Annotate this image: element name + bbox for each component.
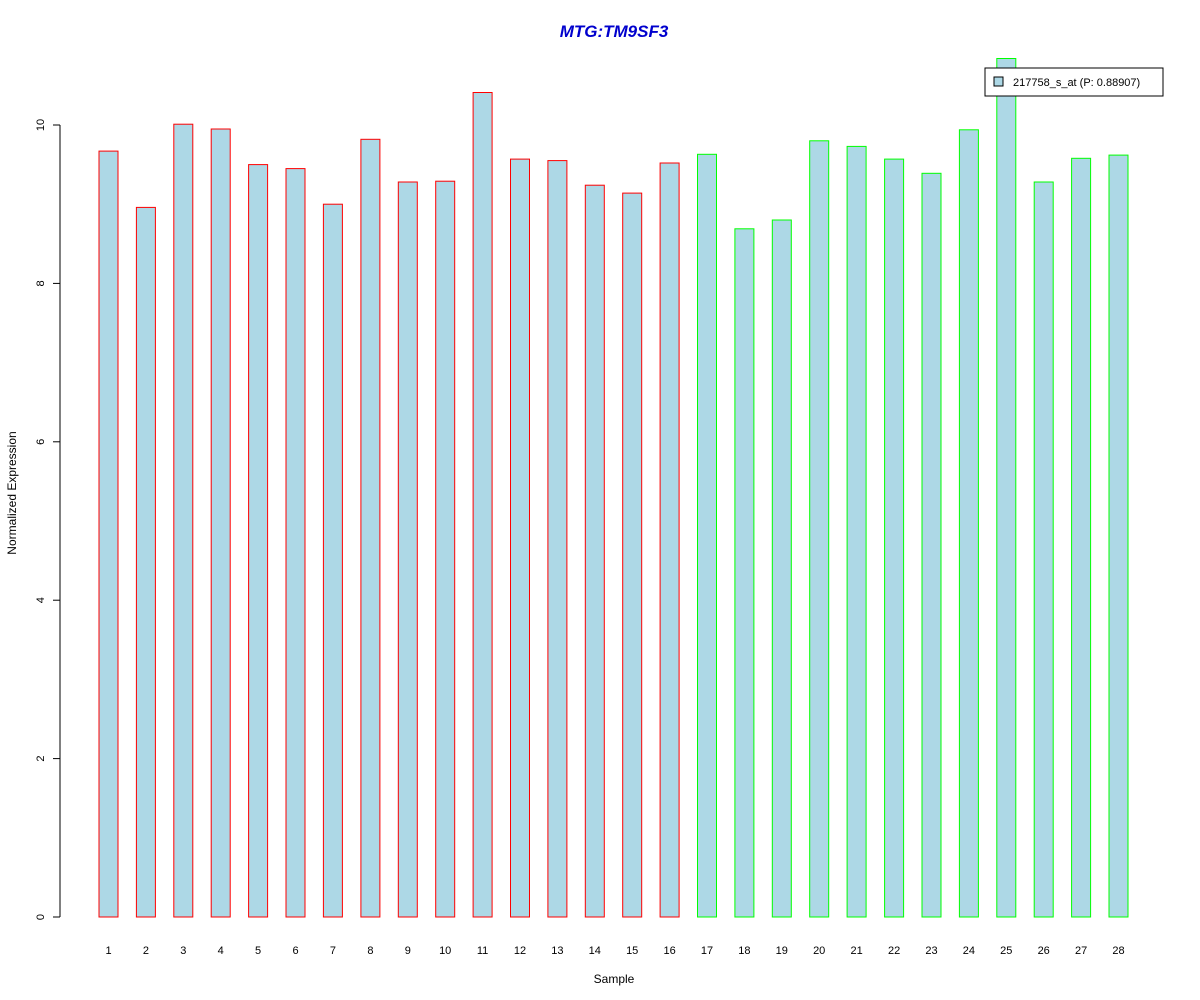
bar-sample-4 bbox=[210, 128, 231, 918]
legend-swatch bbox=[993, 76, 1004, 87]
bar-sample-17 bbox=[697, 153, 717, 918]
y-tick-label: 6 bbox=[35, 439, 47, 445]
x-tick-label: 22 bbox=[888, 945, 900, 957]
bar-sample-19 bbox=[771, 219, 792, 918]
x-tick-label: 6 bbox=[292, 945, 298, 957]
x-tick-label: 23 bbox=[925, 945, 937, 957]
x-tick-label: 28 bbox=[1112, 945, 1124, 957]
x-tick-label: 4 bbox=[218, 945, 224, 957]
bar-sample-22 bbox=[884, 158, 905, 918]
bar-sample-7 bbox=[322, 203, 343, 918]
bar-sample-13 bbox=[547, 160, 568, 918]
bar-sample-18 bbox=[734, 228, 755, 918]
y-axis: 0 2 4 6 8 10 bbox=[35, 119, 61, 920]
bar-sample-2 bbox=[135, 206, 156, 918]
bar-sample-16 bbox=[659, 162, 680, 918]
bar-sample-23 bbox=[921, 172, 942, 918]
y-tick-label: 8 bbox=[35, 280, 47, 286]
bar-sample-3 bbox=[173, 123, 194, 918]
bar-sample-12 bbox=[510, 158, 530, 918]
bar-sample-28 bbox=[1108, 154, 1129, 918]
x-tick-label: 7 bbox=[330, 945, 336, 957]
x-tick-label: 21 bbox=[850, 945, 862, 957]
bar-sample-8 bbox=[360, 138, 381, 918]
x-tick-label: 13 bbox=[551, 945, 563, 957]
x-tick-label: 18 bbox=[738, 945, 750, 957]
bar-sample-27 bbox=[1071, 157, 1092, 918]
bar-sample-24 bbox=[958, 129, 979, 918]
bar-sample-20 bbox=[809, 140, 830, 918]
x-axis-label: Sample bbox=[594, 972, 635, 986]
x-tick-label: 27 bbox=[1075, 945, 1087, 957]
bar-sample-10 bbox=[435, 180, 456, 918]
x-tick-label: 5 bbox=[255, 945, 261, 957]
x-tick-label: 20 bbox=[813, 945, 825, 957]
x-tick-labels: 1 2 3 4 5 6 7 8 9 10 11 12 13 14 15 16 17 18 19 20 21 22 23 24 2… bbox=[105, 945, 1124, 957]
x-tick-label: 2 bbox=[143, 945, 149, 957]
y-tick-label: 0 bbox=[35, 914, 47, 920]
bar-sample-21 bbox=[846, 145, 867, 918]
bar-sample-11 bbox=[472, 92, 493, 918]
x-tick-label: 26 bbox=[1038, 945, 1050, 957]
chart-title: MTG:TM9SF3 bbox=[560, 22, 669, 41]
x-tick-label: 17 bbox=[701, 945, 713, 957]
x-tick-label: 3 bbox=[180, 945, 186, 957]
x-tick-label: 9 bbox=[405, 945, 411, 957]
x-tick-label: 8 bbox=[367, 945, 373, 957]
bar-sample-14 bbox=[584, 184, 605, 918]
legend-label: 217758_s_at (P: 0.88907) bbox=[1013, 77, 1140, 89]
bar-sample-1 bbox=[98, 150, 119, 918]
bar-sample-9 bbox=[397, 181, 418, 918]
bar-sample-26 bbox=[1033, 181, 1054, 918]
x-tick-label: 25 bbox=[1000, 945, 1012, 957]
y-tick-label: 4 bbox=[35, 597, 47, 603]
bars-group bbox=[98, 58, 1129, 918]
bar-sample-25 bbox=[996, 58, 1017, 918]
x-tick-label: 10 bbox=[439, 945, 451, 957]
x-tick-label: 19 bbox=[776, 945, 788, 957]
bar-sample-6 bbox=[285, 168, 306, 918]
x-tick-label: 16 bbox=[663, 945, 675, 957]
x-tick-label: 15 bbox=[626, 945, 638, 957]
x-tick-label: 1 bbox=[105, 945, 111, 957]
bar-sample-15 bbox=[622, 192, 643, 918]
y-tick-label: 10 bbox=[35, 119, 47, 131]
legend-frame bbox=[984, 67, 1164, 97]
x-tick-label: 12 bbox=[514, 945, 526, 957]
x-tick-label: 24 bbox=[963, 945, 975, 957]
x-tick-label: 11 bbox=[477, 945, 488, 957]
y-tick-label: 2 bbox=[35, 756, 47, 762]
x-tick-label: 14 bbox=[589, 945, 601, 957]
bar-sample-5 bbox=[248, 164, 269, 918]
y-axis-label: Normalized Expression bbox=[5, 431, 19, 554]
legend: 217758_s_at (P: 0.88907) bbox=[984, 67, 1164, 97]
